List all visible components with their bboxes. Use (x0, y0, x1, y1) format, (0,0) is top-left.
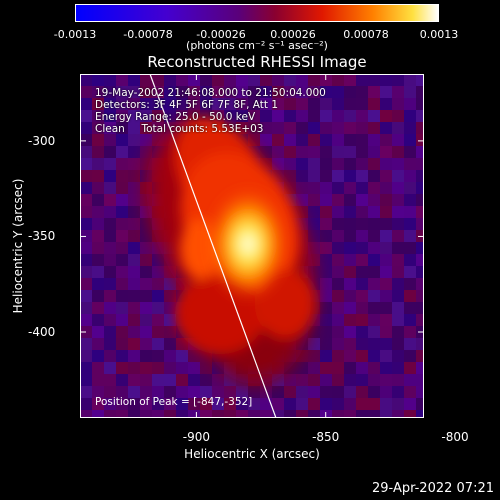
info-line-detectors: Detectors: 3F 4F 5F 6F 7F 8F, Att 1 (95, 99, 279, 111)
info-line-time: 19-May-2002 21:46:08.000 to 21:50:04.000 (95, 87, 326, 99)
x-tick-label: -900 (182, 430, 211, 444)
info-line-energy: Energy Range: 25.0 - 50.0 keV (95, 111, 256, 123)
colorbar (75, 4, 439, 22)
x-tick-label: -850 (312, 430, 340, 444)
y-tick-label: -400 (28, 325, 56, 339)
y-axis-label: Heliocentric Y (arcsec) (11, 178, 25, 314)
x-tick-label: -800 (441, 430, 469, 444)
x-axis-label: Heliocentric X (arcsec) (184, 447, 320, 461)
emission-core (206, 186, 290, 302)
render-timestamp: 29-Apr-2022 07:21 (372, 481, 494, 496)
y-tick-label: -300 (28, 133, 56, 148)
chart-title: Reconstructed RHESSI Image (147, 53, 367, 71)
colorbar-tick: 0.0013 (419, 28, 459, 41)
colorbar-tick: 0.00026 (270, 28, 316, 41)
colorbar-tick: -0.00078 (123, 28, 173, 41)
colorbar-unit-label: (photons cm⁻² s⁻¹ asec⁻²) (186, 39, 328, 52)
info-line-counts: Clean Total counts: 5.53E+03 (95, 123, 264, 135)
y-tick-label: -350 (28, 229, 56, 244)
peak-position-label: Position of Peak = [-847,-352] (95, 396, 253, 408)
colorbar-tick: -0.00026 (196, 28, 246, 41)
colorbar-tick: 0.00078 (343, 28, 389, 41)
colorbar-tick: -0.0013 (53, 28, 97, 41)
heatmap-plot (80, 74, 424, 418)
solar-limb-line (149, 74, 277, 418)
plot-frame (80, 74, 424, 418)
axis-ticks (80, 74, 424, 418)
